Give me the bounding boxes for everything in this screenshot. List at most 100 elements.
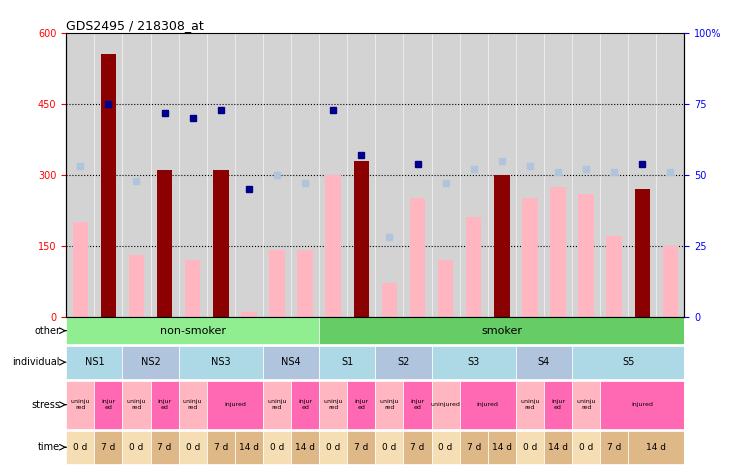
Text: uninju
red: uninju red <box>576 399 596 410</box>
FancyBboxPatch shape <box>403 430 431 464</box>
Bar <box>410 199 425 317</box>
Text: 0 d: 0 d <box>73 443 88 452</box>
Text: 0 d: 0 d <box>130 443 144 452</box>
Text: uninjured: uninjured <box>431 402 461 407</box>
Text: S4: S4 <box>538 357 550 367</box>
Text: 14 d: 14 d <box>548 443 568 452</box>
Text: 7 d: 7 d <box>354 443 369 452</box>
FancyBboxPatch shape <box>263 430 291 464</box>
FancyBboxPatch shape <box>66 346 122 379</box>
FancyBboxPatch shape <box>66 381 94 429</box>
Text: 14 d: 14 d <box>492 443 512 452</box>
Text: 0 d: 0 d <box>439 443 453 452</box>
Text: 7 d: 7 d <box>467 443 481 452</box>
FancyBboxPatch shape <box>291 430 319 464</box>
FancyBboxPatch shape <box>94 381 122 429</box>
Text: injur
ed: injur ed <box>158 399 171 410</box>
FancyBboxPatch shape <box>572 381 600 429</box>
Text: injured: injured <box>477 402 499 407</box>
FancyBboxPatch shape <box>488 430 516 464</box>
FancyBboxPatch shape <box>66 317 319 344</box>
FancyBboxPatch shape <box>207 381 263 429</box>
FancyBboxPatch shape <box>431 381 460 429</box>
Text: individual: individual <box>13 357 60 367</box>
Text: time: time <box>38 442 60 452</box>
FancyBboxPatch shape <box>375 346 431 379</box>
FancyBboxPatch shape <box>263 346 319 379</box>
Bar <box>325 175 341 317</box>
Bar <box>466 218 481 317</box>
Text: 0 d: 0 d <box>523 443 537 452</box>
FancyBboxPatch shape <box>403 381 431 429</box>
Text: NS3: NS3 <box>211 357 230 367</box>
FancyBboxPatch shape <box>460 430 488 464</box>
FancyBboxPatch shape <box>629 430 684 464</box>
FancyBboxPatch shape <box>347 381 375 429</box>
FancyBboxPatch shape <box>572 346 684 379</box>
FancyBboxPatch shape <box>347 430 375 464</box>
Text: 0 d: 0 d <box>382 443 397 452</box>
Text: injured: injured <box>224 402 246 407</box>
Text: 7 d: 7 d <box>411 443 425 452</box>
Text: injur
ed: injur ed <box>551 399 565 410</box>
FancyBboxPatch shape <box>516 346 572 379</box>
FancyBboxPatch shape <box>319 317 684 344</box>
Bar <box>551 187 566 317</box>
FancyBboxPatch shape <box>431 430 460 464</box>
FancyBboxPatch shape <box>431 346 516 379</box>
FancyBboxPatch shape <box>319 430 347 464</box>
Text: 0 d: 0 d <box>185 443 200 452</box>
Text: NS2: NS2 <box>141 357 160 367</box>
Text: 14 d: 14 d <box>295 443 315 452</box>
Text: S5: S5 <box>622 357 634 367</box>
Bar <box>353 161 369 317</box>
FancyBboxPatch shape <box>207 430 235 464</box>
Text: uninju
red: uninju red <box>380 399 399 410</box>
FancyBboxPatch shape <box>460 381 516 429</box>
FancyBboxPatch shape <box>375 430 403 464</box>
Bar <box>494 175 509 317</box>
FancyBboxPatch shape <box>235 430 263 464</box>
Text: uninju
red: uninju red <box>267 399 287 410</box>
Text: 7 d: 7 d <box>102 443 116 452</box>
Bar <box>578 194 594 317</box>
Text: 7 d: 7 d <box>158 443 171 452</box>
FancyBboxPatch shape <box>179 346 263 379</box>
Text: 7 d: 7 d <box>607 443 621 452</box>
Bar <box>157 170 172 317</box>
FancyBboxPatch shape <box>291 381 319 429</box>
Text: smoker: smoker <box>481 326 523 336</box>
FancyBboxPatch shape <box>516 381 544 429</box>
Text: non-smoker: non-smoker <box>160 326 226 336</box>
Bar <box>129 255 144 317</box>
Bar <box>185 260 200 317</box>
FancyBboxPatch shape <box>319 346 375 379</box>
Text: S3: S3 <box>467 357 480 367</box>
Text: S1: S1 <box>341 357 353 367</box>
Text: uninju
red: uninju red <box>127 399 146 410</box>
FancyBboxPatch shape <box>600 381 684 429</box>
FancyBboxPatch shape <box>544 430 572 464</box>
Bar <box>634 189 650 317</box>
FancyBboxPatch shape <box>151 381 179 429</box>
FancyBboxPatch shape <box>122 381 151 429</box>
Text: injured: injured <box>631 402 654 407</box>
Text: NS1: NS1 <box>85 357 105 367</box>
FancyBboxPatch shape <box>544 381 572 429</box>
Text: injur
ed: injur ed <box>354 399 369 410</box>
Text: 0 d: 0 d <box>579 443 593 452</box>
FancyBboxPatch shape <box>572 430 600 464</box>
Text: 7 d: 7 d <box>213 443 228 452</box>
Bar <box>523 199 537 317</box>
Bar <box>438 260 453 317</box>
Bar <box>269 250 285 317</box>
FancyBboxPatch shape <box>66 430 94 464</box>
FancyBboxPatch shape <box>375 381 403 429</box>
Text: GDS2495 / 218308_at: GDS2495 / 218308_at <box>66 19 204 32</box>
FancyBboxPatch shape <box>151 430 179 464</box>
Text: 0 d: 0 d <box>270 443 284 452</box>
Text: S2: S2 <box>397 357 410 367</box>
FancyBboxPatch shape <box>319 381 347 429</box>
FancyBboxPatch shape <box>94 430 122 464</box>
Bar <box>662 246 678 317</box>
